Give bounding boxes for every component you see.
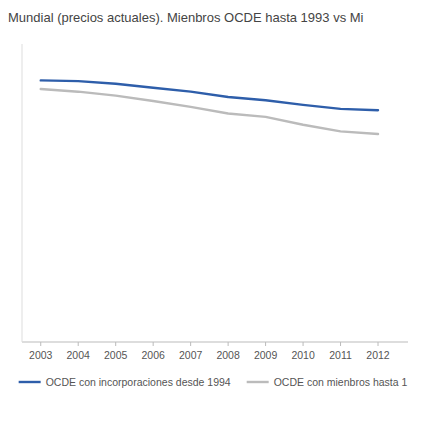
chart: Mundial (precios actuales). Mienbros OCD… — [0, 0, 426, 426]
x-tick — [190, 342, 191, 346]
x-tick — [153, 342, 154, 346]
line-series — [41, 89, 378, 134]
title: Mundial (precios actuales). Mienbros OCD… — [8, 10, 364, 25]
x-tick — [378, 342, 379, 346]
x-tick — [40, 342, 41, 346]
x-tick-label: 2007 — [179, 349, 203, 361]
legend: OCDE con incorporaciones desde 1994 OCDE … — [19, 376, 408, 388]
legend-item: OCDE con mienbros hasta 1 — [247, 376, 408, 388]
x-tick-label: 2004 — [67, 349, 91, 361]
x-tick — [115, 342, 116, 346]
legend-swatch — [19, 381, 41, 383]
line-series — [41, 80, 378, 110]
x-tick-label: 2005 — [104, 349, 128, 361]
x-tick — [340, 342, 341, 346]
x-tick-label: 2011 — [329, 349, 352, 361]
x-tick-label: 2010 — [291, 349, 315, 361]
x-tick — [78, 342, 79, 346]
x-tick — [265, 342, 266, 346]
y-axis — [22, 44, 23, 342]
x-tick — [228, 342, 229, 346]
x-tick-label: 2009 — [254, 349, 278, 361]
x-axis — [22, 342, 408, 343]
x-tick-label: 2008 — [216, 349, 240, 361]
legend-item: OCDE con incorporaciones desde 1994 — [19, 376, 231, 388]
plot-area — [41, 80, 378, 134]
x-tick — [303, 342, 304, 346]
legend-label: OCDE con mienbros hasta 1 — [274, 376, 408, 388]
x-tick-label: 2012 — [366, 349, 390, 361]
legend-label: OCDE con incorporaciones desde 1994 — [46, 376, 231, 388]
x-tick-label: 2003 — [29, 349, 53, 361]
x-tick-label: 2006 — [141, 349, 165, 361]
legend-swatch — [247, 381, 269, 383]
